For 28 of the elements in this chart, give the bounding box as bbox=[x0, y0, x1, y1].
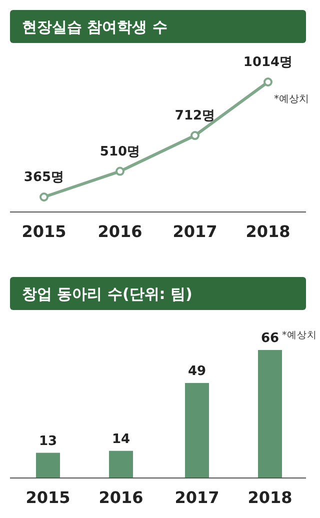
annotation: *예상치 bbox=[282, 330, 317, 341]
x-tick-label: 2016 bbox=[98, 222, 142, 241]
data-label: 712명 bbox=[174, 108, 216, 124]
x-tick-label: 2017 bbox=[174, 488, 220, 507]
point bbox=[190, 131, 200, 140]
data-label: 66 bbox=[260, 331, 280, 346]
x-tick-label: 2017 bbox=[172, 222, 218, 241]
bar bbox=[109, 450, 133, 478]
point bbox=[264, 78, 272, 86]
bar bbox=[36, 452, 60, 478]
chart-title: 현장실습 참여학생 수 bbox=[22, 18, 168, 36]
point bbox=[116, 166, 124, 176]
data-label: 1014명 bbox=[243, 55, 293, 70]
data-label: 365명 bbox=[24, 170, 64, 185]
x-tick-label: 2018 bbox=[248, 488, 292, 507]
x-tick-label: 2015 bbox=[26, 488, 70, 507]
data-label: 510명 bbox=[100, 144, 140, 160]
data-label: 13 bbox=[38, 434, 58, 449]
annotation: *예상치 bbox=[274, 94, 309, 105]
bar bbox=[185, 382, 209, 478]
point bbox=[40, 192, 48, 202]
data-label: 49 bbox=[188, 364, 206, 379]
bar bbox=[258, 350, 282, 478]
chart-title: 창업 동아리 수(단위: 팀) bbox=[22, 285, 192, 303]
x-tick-label: 2015 bbox=[22, 222, 66, 241]
x-tick-label: 2016 bbox=[98, 488, 144, 507]
data-label: 14 bbox=[112, 432, 130, 447]
x-tick-label: 2018 bbox=[246, 222, 290, 241]
